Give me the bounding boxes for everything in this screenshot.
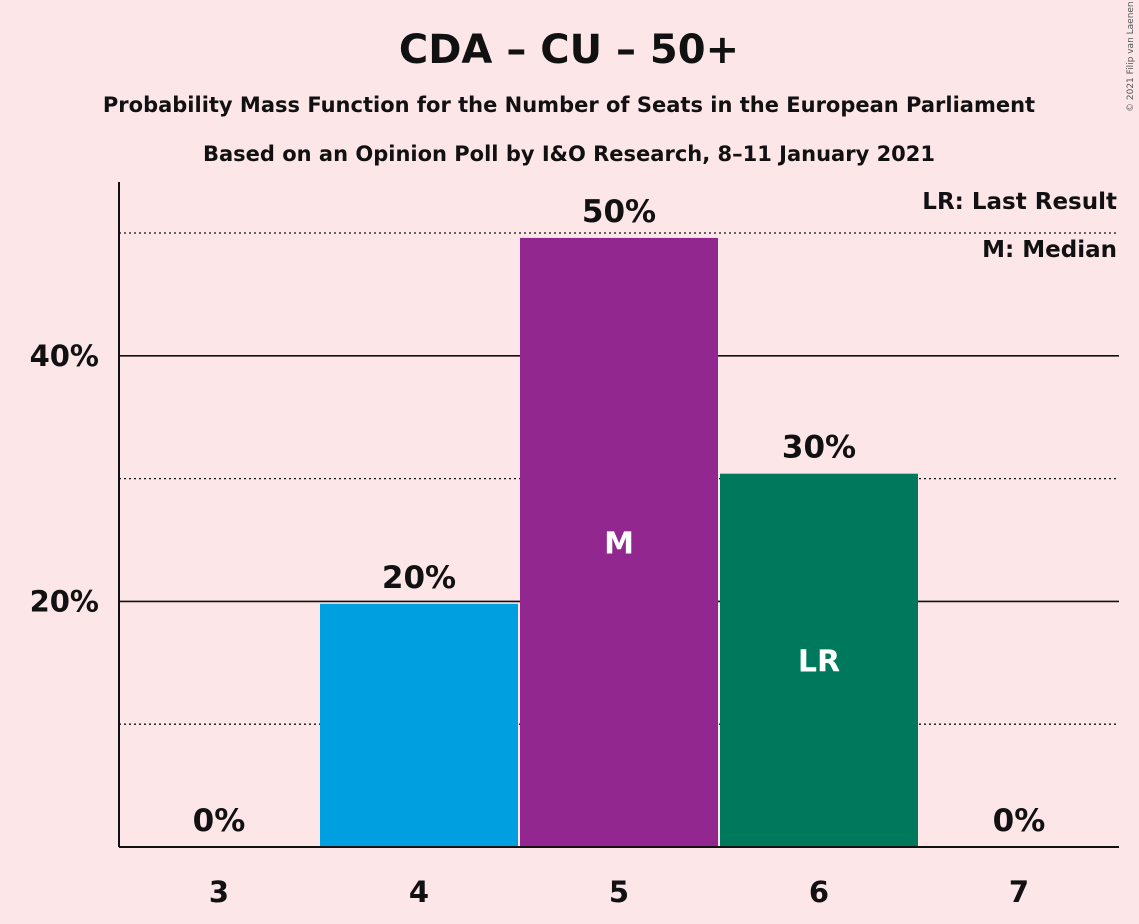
x-tick-label: 4 [409, 875, 429, 909]
bar-marker-label: LR [798, 644, 840, 679]
bar-value-label: 50% [582, 194, 656, 230]
x-tick-label: 3 [209, 875, 229, 909]
bar-value-label: 20% [382, 560, 456, 596]
bar-marker-label: M [604, 526, 634, 561]
bar [320, 603, 518, 847]
x-tick-label: 7 [1009, 875, 1029, 909]
legend-median: M: Median [982, 237, 1117, 263]
bar-value-label: 30% [782, 430, 856, 466]
value-labels: 0% 20% 50% M 30% LR 0% [193, 194, 1046, 839]
bar-value-label: 0% [193, 803, 246, 839]
x-tick-label: 5 [609, 875, 629, 909]
bar [720, 473, 918, 847]
y-tick-label: 40% [30, 339, 99, 373]
legend-last-result: LR: Last Result [922, 189, 1117, 215]
copyright-note: © 2021 Filip van Laenen [1126, 1, 1136, 112]
bar [520, 237, 718, 848]
chart-title: CDA – CU – 50+ [399, 27, 739, 73]
chart-subtitle-poll: Based on an Opinion Poll by I&O Research… [203, 142, 935, 166]
bar-value-label: 0% [993, 803, 1046, 839]
x-tick-label: 6 [809, 875, 829, 909]
bars [320, 237, 918, 848]
chart-subtitle: Probability Mass Function for the Number… [103, 93, 1035, 117]
y-tick-label: 20% [30, 584, 99, 618]
axes: 20% 40% 3 4 5 6 7 [30, 182, 1119, 909]
